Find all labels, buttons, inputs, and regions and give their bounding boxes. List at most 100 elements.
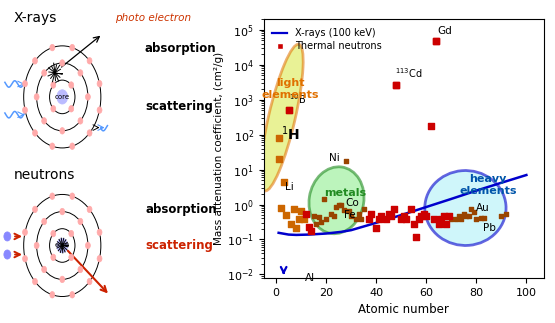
Point: [274, 135, 283, 141]
Point: [292, 225, 301, 230]
Ellipse shape: [425, 171, 506, 245]
Point: [400, 213, 408, 218]
Point: [317, 219, 326, 224]
Point: [422, 213, 431, 218]
Point: [334, 203, 343, 208]
Point: [407, 206, 416, 212]
Circle shape: [42, 118, 47, 124]
Point: [384, 211, 393, 216]
Circle shape: [87, 130, 92, 136]
Circle shape: [33, 206, 37, 213]
Circle shape: [51, 106, 56, 112]
X-axis label: Atomic number: Atomic number: [359, 303, 449, 316]
Y-axis label: Mass attenuation coefficient, (cm²/g): Mass attenuation coefficient, (cm²/g): [214, 52, 224, 245]
Ellipse shape: [260, 44, 303, 191]
Circle shape: [69, 230, 74, 237]
Point: [354, 211, 363, 216]
Circle shape: [87, 57, 92, 64]
Point: [347, 213, 356, 218]
Point: [314, 214, 323, 219]
Point: [437, 217, 446, 222]
Point: [309, 213, 318, 218]
Circle shape: [97, 255, 102, 262]
Circle shape: [50, 44, 55, 51]
Ellipse shape: [309, 167, 364, 234]
Point: [455, 213, 463, 218]
Point: [284, 108, 293, 113]
Circle shape: [97, 80, 102, 87]
Text: Co: Co: [346, 198, 360, 208]
Circle shape: [51, 230, 56, 237]
Point: [392, 83, 401, 88]
Text: scattering: scattering: [145, 100, 213, 113]
Text: Li: Li: [285, 182, 294, 192]
Point: [440, 213, 448, 218]
Point: [304, 224, 313, 229]
Text: Pb: Pb: [483, 223, 496, 233]
Point: [472, 217, 481, 222]
Point: [327, 211, 336, 216]
Circle shape: [42, 218, 47, 225]
Text: Fe: Fe: [344, 210, 355, 220]
Circle shape: [70, 143, 75, 150]
Point: [329, 213, 338, 218]
Text: Ni: Ni: [329, 153, 340, 163]
Circle shape: [78, 218, 83, 225]
Point: [357, 217, 366, 222]
Point: [372, 225, 381, 230]
Text: absorption: absorption: [144, 42, 216, 55]
Circle shape: [60, 60, 65, 66]
Circle shape: [51, 254, 56, 261]
Circle shape: [42, 70, 47, 76]
Point: [402, 217, 411, 222]
Text: $^{1}$H: $^{1}$H: [281, 124, 300, 142]
Text: core: core: [55, 94, 70, 100]
Circle shape: [23, 255, 27, 262]
Circle shape: [97, 229, 102, 235]
Circle shape: [57, 90, 68, 104]
Point: [392, 83, 401, 88]
Point: [412, 234, 421, 239]
Point: [274, 157, 283, 162]
Text: light
elements: light elements: [261, 78, 319, 100]
Circle shape: [78, 266, 83, 273]
Circle shape: [42, 266, 47, 273]
Point: [382, 217, 391, 222]
Circle shape: [33, 57, 37, 64]
Text: Gd: Gd: [437, 26, 452, 36]
Point: [497, 213, 506, 218]
Circle shape: [78, 118, 83, 124]
Circle shape: [50, 143, 55, 150]
Point: [467, 206, 476, 212]
Circle shape: [97, 107, 102, 113]
Circle shape: [60, 208, 65, 215]
Point: [432, 38, 441, 43]
Circle shape: [33, 278, 37, 285]
Point: [352, 217, 361, 222]
Point: [432, 38, 441, 43]
Point: [457, 217, 466, 222]
Point: [284, 108, 293, 113]
Text: Au: Au: [476, 203, 490, 213]
Text: photo electron: photo electron: [115, 13, 191, 23]
Point: [465, 213, 473, 218]
Point: [294, 217, 303, 222]
Point: [427, 123, 436, 128]
Text: absorption: absorption: [145, 203, 217, 216]
Circle shape: [57, 238, 68, 253]
Circle shape: [23, 80, 27, 87]
Text: $^{10}$B: $^{10}$B: [289, 92, 306, 106]
Text: X-rays: X-rays: [13, 11, 57, 25]
Circle shape: [69, 82, 74, 88]
Point: [332, 204, 341, 210]
Point: [445, 213, 453, 218]
Point: [277, 205, 286, 211]
Point: [299, 217, 308, 222]
Point: [460, 211, 468, 216]
Point: [397, 217, 406, 222]
Circle shape: [70, 44, 75, 51]
Point: [420, 211, 428, 216]
Point: [339, 207, 348, 212]
Point: [415, 217, 423, 222]
Point: [344, 208, 353, 214]
